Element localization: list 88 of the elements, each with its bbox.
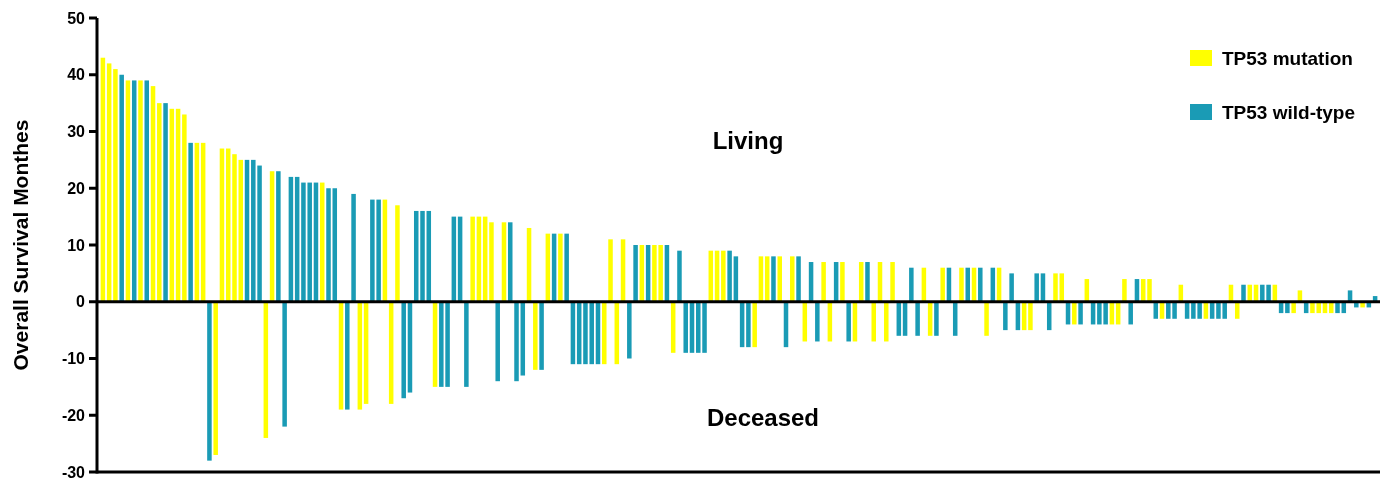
bar	[144, 80, 150, 302]
annotation: Living	[712, 127, 784, 155]
bar	[1072, 301, 1077, 325]
bar	[790, 256, 795, 302]
bar	[495, 301, 500, 382]
bar	[608, 239, 613, 302]
bar	[282, 301, 287, 427]
bar	[978, 267, 983, 302]
bar	[1122, 279, 1127, 302]
bar	[1147, 279, 1152, 302]
y-tick-label: 10	[67, 236, 86, 254]
bar	[846, 301, 851, 342]
bar	[746, 301, 751, 348]
bar	[959, 267, 964, 302]
bar	[1285, 301, 1290, 314]
bar	[602, 301, 607, 365]
bar	[1053, 273, 1058, 302]
bar	[984, 301, 989, 336]
bar	[1291, 301, 1296, 314]
bar	[1241, 284, 1246, 302]
bar	[213, 301, 218, 455]
bar	[470, 216, 475, 302]
bar	[796, 256, 801, 302]
y-tick-label: -10	[61, 350, 86, 368]
bar	[182, 114, 187, 302]
bar	[1034, 273, 1039, 302]
bar	[627, 301, 632, 359]
bar	[401, 301, 406, 399]
bar	[489, 222, 494, 302]
bar	[777, 256, 782, 302]
bar	[727, 250, 732, 302]
bar	[633, 245, 638, 302]
bar	[721, 250, 726, 302]
bar	[507, 222, 513, 302]
y-tick-label: -30	[61, 463, 86, 479]
bar	[564, 233, 569, 302]
bar	[558, 233, 563, 302]
bar	[163, 103, 168, 302]
bar	[821, 262, 826, 302]
bar	[351, 193, 356, 302]
y-tick-label: 40	[67, 66, 86, 84]
bar	[815, 301, 820, 342]
bar	[157, 103, 162, 302]
bar	[514, 301, 519, 382]
bar	[934, 301, 939, 336]
bar	[464, 301, 469, 387]
bar	[1003, 301, 1008, 331]
bar	[1078, 301, 1083, 325]
y-tick-label: 30	[67, 123, 86, 141]
bar	[965, 267, 971, 302]
bar	[138, 80, 143, 302]
y-tick-label: 20	[67, 179, 86, 197]
bar	[865, 262, 870, 302]
bar	[188, 142, 193, 302]
bar	[915, 301, 920, 336]
bar	[113, 69, 118, 302]
bar	[1128, 301, 1133, 325]
bar	[276, 171, 281, 302]
bar	[1335, 301, 1340, 314]
y-tick-label: 0	[76, 293, 86, 311]
bar	[119, 74, 124, 302]
bar	[771, 256, 776, 302]
bar	[326, 188, 331, 302]
bar	[871, 301, 876, 342]
bar	[840, 262, 845, 302]
legend-label: TP53 mutation	[1222, 47, 1353, 69]
bar	[1028, 301, 1033, 331]
bar	[884, 301, 889, 342]
bar	[890, 262, 895, 302]
annotation: Deceased	[706, 404, 820, 432]
bar	[940, 267, 945, 302]
bar	[1328, 301, 1334, 314]
bar	[539, 301, 544, 370]
y-axis-title: Overall Survival Monthes	[9, 119, 32, 371]
bar	[752, 301, 757, 348]
bar	[533, 301, 538, 370]
y-tick-label: -20	[61, 406, 86, 424]
bar	[395, 205, 400, 302]
bar	[909, 267, 914, 302]
bar	[345, 301, 350, 410]
bar	[1009, 273, 1014, 302]
bar	[420, 210, 425, 302]
bar	[677, 250, 682, 302]
bar	[207, 301, 212, 461]
y-tick-label: 50	[67, 9, 86, 27]
legend-label: TP53 wild-type	[1222, 101, 1356, 123]
bar	[232, 154, 237, 302]
bar	[683, 301, 688, 353]
